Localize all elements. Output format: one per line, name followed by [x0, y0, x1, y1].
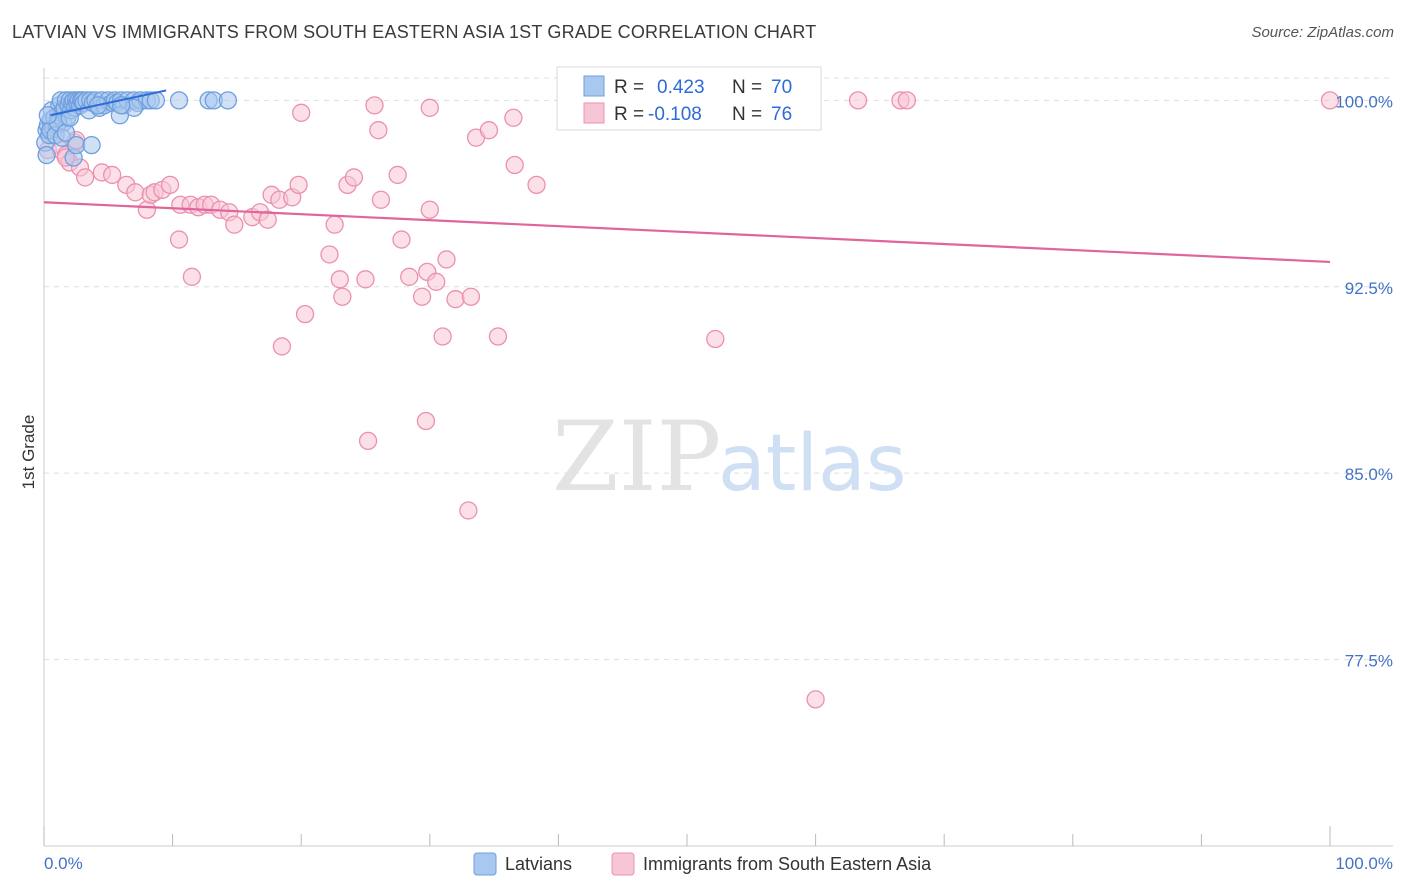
point-immigrants-54: [358, 431, 378, 451]
point-immigrants-38: [330, 270, 349, 289]
watermark-zip: ZIP: [552, 401, 721, 513]
point-immigrants-63: [292, 103, 311, 122]
point-immigrants-49: [433, 327, 452, 346]
point-immigrants-37: [320, 245, 339, 264]
point-latvians-55: [37, 145, 56, 165]
point-immigrants-57: [806, 690, 825, 709]
trend-line-latvians: [50, 89, 167, 117]
point-immigrants-34: [388, 165, 407, 185]
gridlines: [44, 77, 1393, 661]
point-immigrants-9: [126, 183, 145, 202]
point-immigrants-52: [182, 267, 202, 286]
stats-legend: R = 0.423 N = 70 R = -0.108 N = 76: [556, 66, 822, 131]
point-latvians-69: [60, 108, 79, 127]
point-immigrants-35: [392, 230, 411, 249]
x-tick-min: 0.0%: [44, 854, 83, 873]
legend-r-latvians: 0.423: [657, 77, 705, 98]
point-immigrants-22: [225, 215, 244, 234]
point-latvians-63: [82, 135, 101, 155]
point-immigrants-44: [427, 272, 446, 291]
point-immigrants-48: [488, 327, 508, 346]
point-immigrants-75: [1320, 91, 1340, 110]
watermark-atlas: atlas: [718, 419, 907, 509]
legend-n-label-latvians: N =: [732, 77, 762, 98]
point-immigrants-66: [505, 155, 524, 175]
bottom-legend-swatch-latvians: [473, 852, 497, 876]
point-immigrants-25: [258, 210, 277, 229]
legend-swatch-latvians: [583, 75, 605, 97]
point-immigrants-50: [295, 304, 315, 324]
y-axis-label: 1st Grade: [19, 415, 38, 490]
x-tick-max: 100.0%: [1335, 854, 1393, 873]
axes: [43, 68, 1393, 847]
series-latvians-points: [36, 91, 238, 167]
point-latvians-68: [38, 106, 58, 125]
legend-r-immigrants: -0.108: [648, 104, 702, 125]
point-latvians-62: [67, 135, 86, 155]
bottom-legend-immigrants: Immigrants from South Eastern Asia: [643, 854, 932, 874]
bottom-legend-swatch-immigrants: [611, 852, 635, 876]
point-immigrants-32: [344, 168, 364, 187]
point-immigrants-53: [169, 230, 189, 249]
point-immigrants-7: [103, 165, 122, 185]
point-immigrants-5: [76, 168, 95, 187]
point-immigrants-14: [160, 175, 180, 195]
point-immigrants-39: [333, 287, 352, 306]
point-immigrants-72: [848, 91, 868, 110]
bottom-legend: Latvians Immigrants from South Eastern A…: [473, 852, 932, 876]
legend-n-immigrants: 76: [771, 104, 792, 125]
y-tick-label-3: 77.5%: [1345, 652, 1393, 671]
point-immigrants-61: [369, 121, 388, 140]
series-immigrants-points: [38, 91, 1340, 709]
point-immigrants-58: [706, 329, 725, 349]
point-immigrants-67: [527, 175, 546, 195]
y-tick-label-2: 85.0%: [1345, 465, 1393, 484]
point-immigrants-36: [420, 200, 439, 219]
source-label: Source: ZipAtlas.com: [1251, 24, 1394, 41]
legend-swatch-immigrants: [583, 102, 605, 124]
point-immigrants-47: [461, 287, 481, 306]
point-immigrants-60: [420, 98, 439, 117]
trend-line-immigrants: [43, 201, 1331, 264]
point-immigrants-41: [400, 267, 419, 286]
point-immigrants-46: [446, 290, 465, 309]
legend-n-latvians: 70: [771, 77, 792, 98]
point-immigrants-40: [356, 270, 375, 289]
point-immigrants-74: [897, 91, 917, 110]
point-immigrants-62: [365, 96, 384, 115]
legend-r-label-immigrants: R =: [614, 104, 644, 125]
chart-title: LATVIAN VS IMMIGRANTS FROM SOUTH EASTERN…: [12, 22, 817, 42]
point-immigrants-55: [416, 411, 436, 431]
point-immigrants-65: [504, 108, 523, 127]
trend-lines: [43, 89, 1331, 264]
point-immigrants-56: [459, 501, 478, 520]
watermark: ZIP atlas: [552, 401, 907, 513]
point-immigrants-30: [325, 215, 344, 234]
point-immigrants-51: [272, 337, 292, 356]
point-immigrants-33: [371, 190, 391, 209]
point-immigrants-42: [412, 287, 432, 306]
point-immigrants-10: [137, 200, 157, 219]
y-tick-label-1: 92.5%: [1345, 279, 1393, 298]
point-immigrants-45: [437, 250, 456, 269]
y-tick-label-0: 100.0%: [1335, 92, 1393, 111]
legend-r-label-latvians: R =: [614, 77, 644, 98]
point-immigrants-64: [479, 121, 499, 140]
point-latvians-51: [169, 91, 189, 110]
legend-n-label-immigrants: N =: [732, 104, 762, 125]
point-immigrants-29: [289, 175, 308, 195]
y-tick-labels: 100.0% 92.5% 85.0% 77.5%: [1335, 92, 1393, 670]
point-latvians-54: [218, 91, 238, 110]
bottom-legend-latvians: Latvians: [505, 854, 572, 874]
